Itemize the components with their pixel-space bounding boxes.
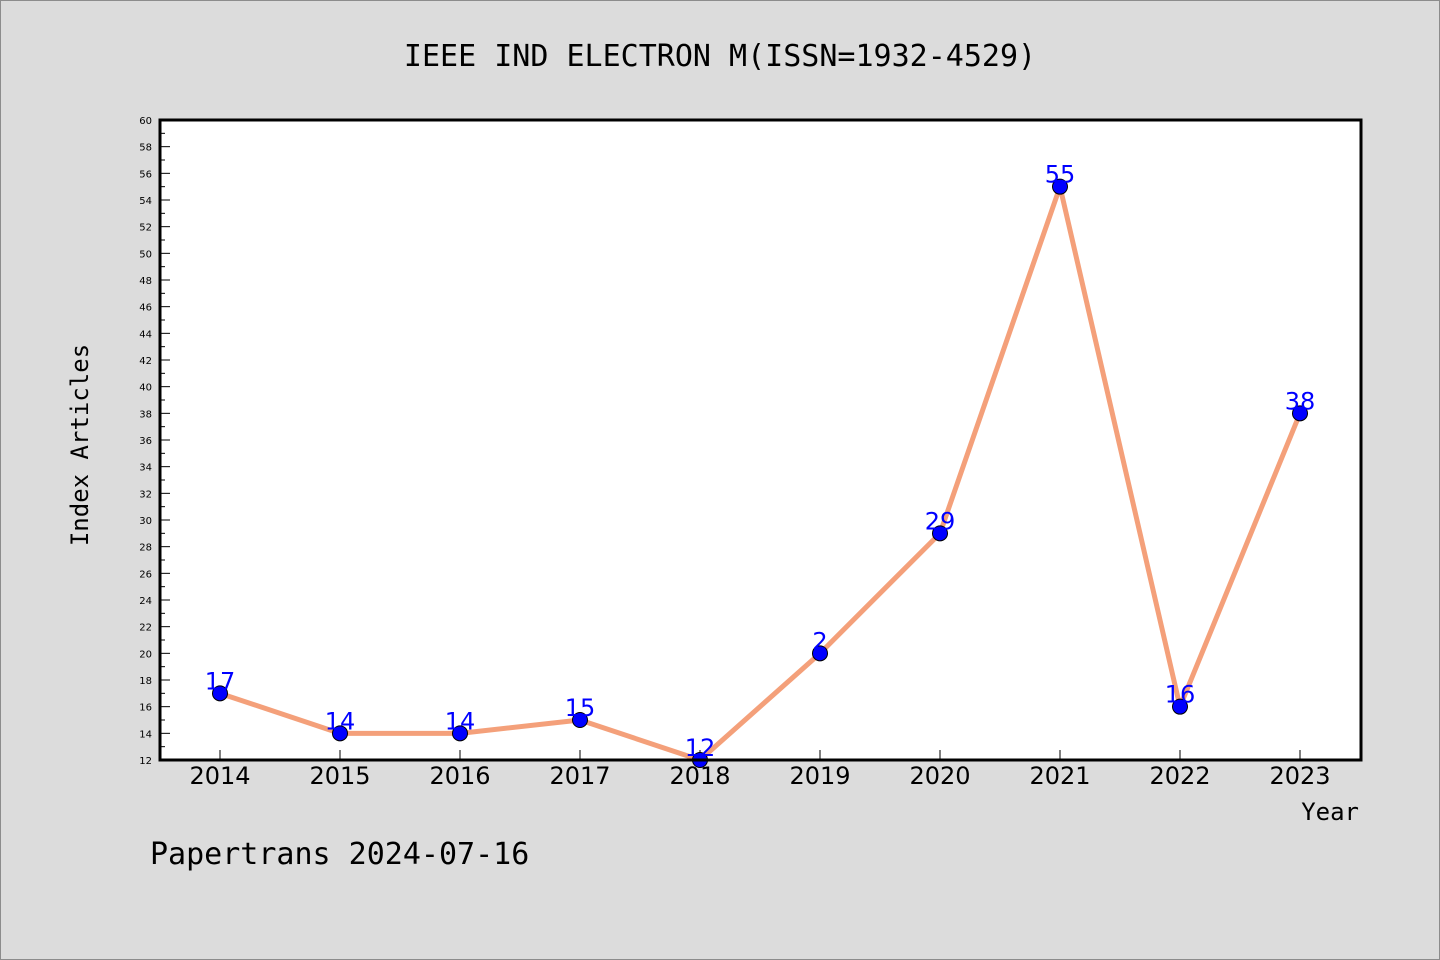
- y-tick-label: 50: [139, 249, 152, 260]
- data-point: [1052, 178, 1068, 195]
- y-tick-label: 52: [139, 223, 152, 234]
- data-point: [572, 712, 588, 728]
- data-label: 29: [925, 507, 956, 535]
- y-tick-label: 60: [139, 116, 152, 127]
- y-tick-label: 28: [139, 543, 152, 554]
- plot-border: [158, 118, 1363, 762]
- data-point: [932, 525, 948, 542]
- data-label: 14: [445, 707, 476, 735]
- y-tick-label: 26: [139, 569, 152, 580]
- y-tick-label: 20: [139, 649, 152, 660]
- data-point: [1292, 405, 1308, 422]
- y-axis-ticks: 12 14 16 18 20 22 24 26 28 30 32 34 36 38 40 42 44 46 48 50…: [139, 116, 170, 767]
- data-label: 16: [1165, 681, 1196, 709]
- y-tick-label: 36: [139, 436, 152, 447]
- y-tick-label: 56: [139, 169, 152, 180]
- data-label: 12: [685, 734, 716, 762]
- x-tick-label: 2021: [1029, 762, 1090, 790]
- series-line: [217, 184, 1303, 763]
- x-tick-label: 2014: [189, 762, 250, 790]
- x-tick-label: 2023: [1269, 762, 1330, 790]
- plot-area: [160, 120, 1361, 760]
- y-tick-label: 32: [139, 489, 152, 500]
- y-tick-label: 24: [139, 596, 152, 607]
- x-tick-label: 2017: [549, 762, 610, 790]
- y-tick-label: 38: [139, 409, 152, 420]
- y-tick-label: 18: [139, 676, 152, 687]
- data-label-group: 17 14 14 15 12 2 29 55 16 38: [205, 161, 1316, 762]
- data-label: 15: [565, 694, 596, 722]
- y-tick-label: 22: [139, 623, 152, 634]
- data-label: 38: [1285, 387, 1316, 415]
- y-tick-label: 12: [139, 756, 152, 767]
- chart-title: IEEE IND ELECTRON M(ISSN=1932-4529): [404, 39, 1036, 74]
- data-label: 14: [325, 707, 356, 735]
- x-tick-label: 2015: [309, 762, 370, 790]
- data-point: [452, 725, 468, 742]
- y-tick-label: 34: [139, 463, 152, 474]
- y-tick-label: 48: [139, 276, 152, 287]
- x-tick-label: 2016: [429, 762, 490, 790]
- data-label: 2: [812, 627, 827, 655]
- y-tick-label: 40: [139, 383, 152, 394]
- y-tick-label: 58: [139, 143, 152, 154]
- y-tick-label: 16: [139, 703, 152, 714]
- y-tick-label: 42: [139, 356, 152, 367]
- y-tick-label: 30: [139, 516, 152, 527]
- y-tick-label: 54: [139, 196, 152, 207]
- x-tick-label: 2019: [789, 762, 850, 790]
- data-label: 17: [205, 667, 236, 695]
- x-tick-label: 2020: [909, 762, 970, 790]
- data-point: [1172, 698, 1188, 715]
- x-tick-label: 2022: [1149, 762, 1210, 790]
- y-tick-label: 46: [139, 303, 152, 314]
- data-label: 55: [1045, 161, 1076, 189]
- data-point: [812, 645, 828, 662]
- y-tick-label: 14: [139, 729, 152, 740]
- footer-text: Papertrans 2024-07-16: [150, 837, 529, 872]
- y-tick-label: 44: [139, 329, 152, 340]
- x-axis-label: Year: [1301, 798, 1359, 826]
- series-line-group: [212, 178, 1308, 768]
- data-point: [332, 725, 348, 742]
- y-axis-label: Index Articles: [66, 344, 94, 546]
- data-point: [212, 685, 228, 702]
